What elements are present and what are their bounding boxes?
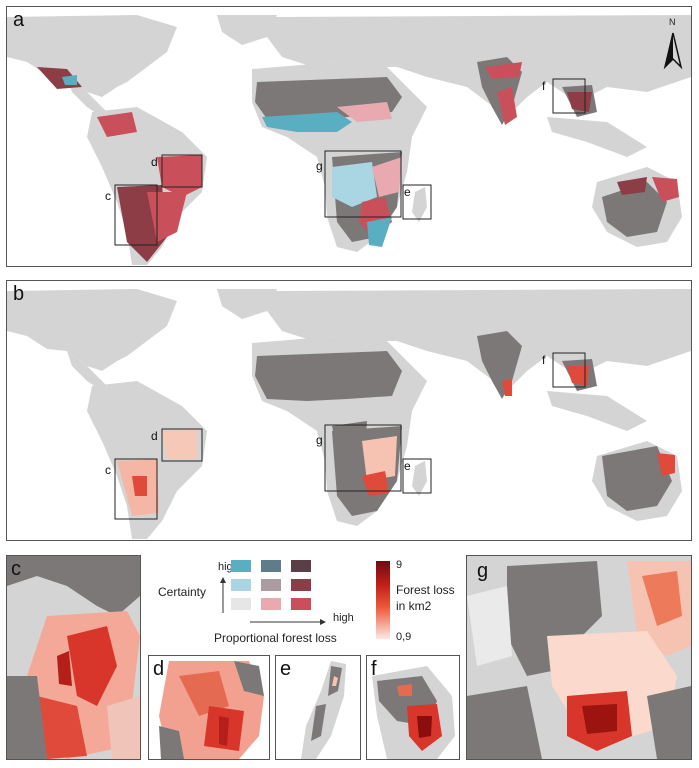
box-label-f: f [542, 79, 546, 93]
legend-x-high: high [333, 612, 354, 624]
region-queensland-red [652, 177, 679, 202]
island-madagascar [412, 187, 427, 222]
legend-title-line2: in km2 [396, 599, 432, 613]
inset-box-e [402, 184, 432, 220]
legend-max-label: 9 [396, 559, 403, 571]
map-panel-a: a c d e f g N [6, 6, 692, 267]
inset-map-e [301, 661, 346, 759]
inset-map-c [7, 556, 140, 759]
box-label-f: f [542, 353, 546, 367]
inset-panel-e: e [275, 655, 361, 760]
region-australia-dark [602, 182, 667, 237]
panel-label-b: b [13, 283, 25, 305]
world-map-a [7, 15, 691, 265]
legend-swatch-r2c0 [231, 598, 251, 610]
region-westafrica-blue [262, 112, 352, 132]
legend-swatch-r2c1 [261, 598, 281, 610]
inset-panel-c: c [6, 555, 141, 760]
inset-map-f [372, 666, 455, 759]
region-india-red [497, 87, 517, 125]
box-label-d: d [151, 429, 158, 443]
inset-map-g [467, 561, 691, 759]
panel-label-c: c [11, 558, 21, 580]
bivariate-legend: high Certainty high Proportional forest … [148, 555, 363, 650]
legend-swatch-r0c0 [231, 560, 251, 572]
box-label-g: g [316, 159, 323, 173]
continent-greenland [217, 15, 277, 45]
legend-min-label: 0,9 [396, 631, 412, 643]
panel-label-f: f [371, 658, 377, 680]
legend-swatch-r2c2 [291, 598, 311, 610]
inset-box-d [161, 154, 203, 188]
inset-box-f [552, 78, 586, 114]
inset-box-c [114, 184, 158, 246]
box-label-c: c [105, 463, 111, 477]
legend-swatch-r1c1 [261, 579, 281, 591]
world-map-b [7, 289, 691, 539]
region-eastafrica-pink [372, 157, 402, 197]
inset-panel-g: g [466, 555, 692, 760]
region-northaustralia-red [617, 177, 647, 195]
panel-label-d: d [153, 658, 165, 680]
box-label-e: e [404, 185, 411, 199]
panel-label-e: e [280, 658, 292, 680]
continent-central-america [67, 77, 112, 119]
legend-x-label: Proportional forest loss [214, 631, 337, 645]
box-label-d: d [151, 155, 158, 169]
region-centralafrica-pink [337, 102, 392, 122]
legend-title-line1: Forest loss [396, 583, 455, 597]
legend-swatch-r1c0 [231, 579, 251, 591]
region-venezuela-red [97, 112, 137, 137]
panel-label-a: a [13, 9, 25, 31]
region-mexico-blue [62, 75, 77, 85]
legend-swatch-r0c2 [291, 560, 311, 572]
region-himalaya-red [485, 62, 522, 79]
north-arrow: N [663, 17, 683, 70]
box-label-e: e [404, 459, 411, 473]
map-panel-b: b c d e f g [6, 280, 692, 541]
legend-swatch-r0c1 [261, 560, 281, 572]
panel-label-g: g [477, 560, 489, 582]
legend-color-ramp [376, 561, 390, 639]
box-label-c: c [105, 189, 111, 203]
region-se-asia [547, 117, 647, 157]
inset-panel-f: f [366, 655, 460, 760]
continuous-legend: 9 Forest loss in km2 0,9 [370, 555, 460, 650]
inset-panel-d: d [148, 655, 270, 760]
inset-map-d [159, 661, 264, 759]
legend-y-label: Certainty [158, 585, 207, 599]
legend-swatch-r1c2 [291, 579, 311, 591]
north-arrow-icon [663, 32, 683, 70]
inset-box-g [324, 150, 402, 218]
legend-x-arrow-icon [250, 619, 326, 625]
region-mozambique-blue [367, 217, 392, 247]
continent-north-america [7, 15, 177, 97]
legend-y-arrow-icon [220, 577, 226, 613]
region-congo-lightblue [332, 162, 377, 207]
north-label: N [669, 17, 676, 27]
box-label-g: g [316, 433, 323, 447]
region-indochina-red [567, 92, 592, 112]
